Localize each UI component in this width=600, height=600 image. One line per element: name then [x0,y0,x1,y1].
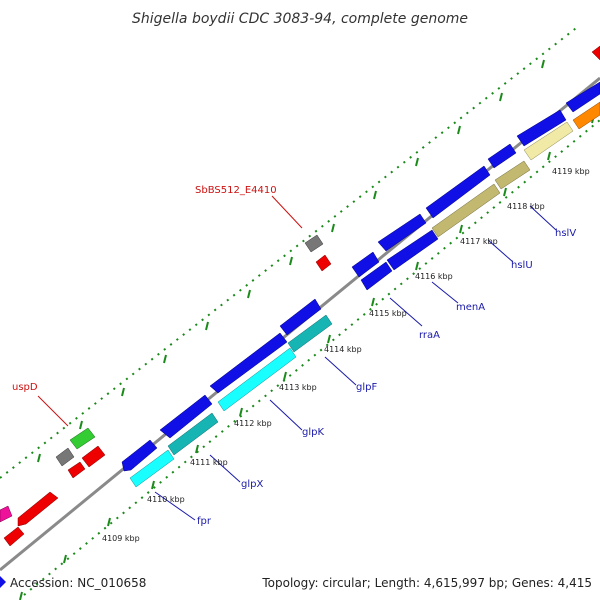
gene-arrow-hslv [487,143,517,169]
scale-label-4112: 4112 kbp [234,419,272,428]
scale-label-4109: 4109 kbp [102,534,140,543]
accession-text: Accession: NC_010658 [10,576,146,590]
gene-arrow-green [69,427,96,450]
gene-label-hslu: hslU [511,260,533,271]
map-title: Shigella boydii CDC 3083-94, complete ge… [132,11,468,27]
gene-label-uspd: uspD [12,382,38,393]
gene-label-glpk: glpK [302,427,324,438]
gene-arrow-red-top [591,45,600,61]
gene-label-rraa: rraA [419,330,440,341]
gene-arrow-hslu [425,165,491,219]
scale-label-4113: 4113 kbp [279,383,317,392]
gene-arrow-lower-b [386,229,439,271]
gene-label-glpf: glpF [356,382,377,393]
red-leader-lines [37,195,303,427]
scale-label-4117: 4117 kbp [460,237,498,246]
gene-arrow-glycerol-c [217,347,297,412]
gene-arrow-heatshock-c [523,121,574,161]
accession-marker-icon [0,576,6,588]
gene-arrow-red-a [17,491,59,527]
gene-labels: fpr glpX glpK glpF rraA menA hslU hslV u… [12,185,576,527]
scale-label-4114: 4114 kbp [324,345,362,354]
genome-stats-text: Topology: circular; Length: 4,615,997 bp… [261,576,592,590]
scale-label-4116: 4116 kbp [415,272,453,281]
tick-track [0,24,600,596]
gene-label-hslv: hslV [555,228,576,239]
gene-arrow-glycerol-d [287,314,333,353]
gene-arrow-red-c [67,461,86,479]
gene-arrow-right-a [516,109,567,147]
gene-arrow-glycerol-b [167,412,219,456]
gene-label-fpr: fpr [197,516,212,527]
gene-arrow-magenta [0,505,13,523]
scale-label-4110: 4110 kbp [147,495,185,504]
gene-arrow-grey-uspd [55,447,75,467]
gene-label-mena: menA [456,302,485,313]
gene-arrow-mena-a [377,213,427,252]
gene-label-sbbs512: SbBS512_E4410 [195,185,277,196]
gene-label-glpx: glpX [241,479,263,490]
scale-label-4111: 4111 kbp [190,458,228,467]
gene-arrow-red-d [3,526,25,547]
gene-arrow-glpk [209,332,288,394]
leader-lines [154,205,557,521]
scale-labels: 4109 kbp 4110 kbp 4111 kbp 4112 kbp 4113… [102,167,590,543]
gene-arrow-grey-sbbs [304,234,324,253]
scale-label-4118: 4118 kbp [507,202,545,211]
gene-arrow-red-b [81,445,106,468]
gene-arrow-orange [572,101,600,130]
gene-arrow-heatshock-a [431,183,501,238]
gene-arrow-lower-a [360,261,393,291]
gene-arrow-glycerol-a [129,449,175,488]
scale-label-4119: 4119 kbp [552,167,590,176]
gene-arrow-heatshock-b [494,160,531,190]
gene-arrow-right-b [565,81,600,113]
gene-arrow-fpr-region [121,439,158,472]
scale-label-4115: 4115 kbp [369,309,407,318]
gene-arrows [0,45,600,547]
gene-arrow-glpx [159,394,213,439]
gene-arrow-rraa [351,251,380,278]
gene-arrow-glpf [279,298,322,336]
gene-arrow-red-sbbs [315,254,332,272]
